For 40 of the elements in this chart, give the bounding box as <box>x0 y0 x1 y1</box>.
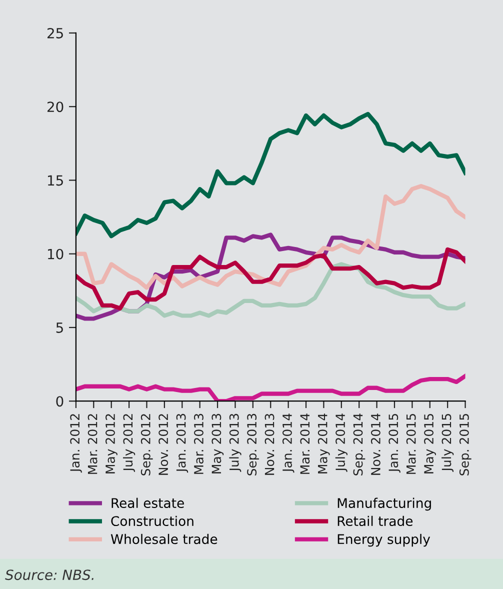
y-tick-label: 10 <box>48 248 64 260</box>
y-tick-label: 15 <box>48 175 63 186</box>
x-tick-label: May 2013 <box>212 414 224 474</box>
x-tick-label: July 2012 <box>122 414 136 472</box>
x-tick-label: Nov. 2014 <box>370 414 380 475</box>
x-tick-label: Mar. 2015 <box>406 414 416 474</box>
x-tick-label: Mar. 2012 <box>88 414 98 474</box>
legend-label: Real estate <box>112 498 184 508</box>
x-tick-label: Sep. 2013 <box>247 414 259 476</box>
x-tick-label: Nov. 2012 <box>158 414 168 475</box>
legend-label: Energy supply <box>338 534 430 547</box>
source-note: Source: NBS. <box>5 570 94 580</box>
y-tick-label: 0 <box>56 396 64 407</box>
x-tick-label: Jan. 2014 <box>282 414 294 473</box>
y-tick-label: 5 <box>56 322 63 333</box>
legend-label: Construction <box>111 516 194 526</box>
line-series <box>76 262 466 318</box>
x-tick-label: May 2014 <box>318 414 330 474</box>
x-tick-label: July 2015 <box>442 414 454 472</box>
line-series <box>76 184 466 290</box>
line-series <box>76 247 466 310</box>
x-tick-label: Mar. 2014 <box>300 414 310 474</box>
x-tick-label: July 2014 <box>335 414 348 472</box>
x-tick-label: May 2015 <box>424 414 436 474</box>
legend-label: Retail trade <box>338 516 413 526</box>
x-tick-label: July 2013 <box>229 414 242 472</box>
legend-label: Wholesale trade <box>110 534 218 544</box>
x-tick-label: Nov. 2013 <box>264 414 274 475</box>
x-tick-label: Jan. 2015 <box>388 414 400 473</box>
line-series <box>76 112 466 238</box>
x-tick-label: May 2012 <box>106 414 118 474</box>
legend-label: Manufacturing <box>338 498 431 511</box>
x-tick-label: Jan. 2012 <box>70 414 82 473</box>
x-tick-label: Sep. 2014 <box>353 414 366 476</box>
y-tick-label: 25 <box>47 28 63 38</box>
x-tick-label: Mar. 2013 <box>194 414 204 474</box>
x-tick-label: Sep. 2012 <box>140 414 153 476</box>
x-tick-label: Jan. 2013 <box>176 414 188 473</box>
y-tick-label: 20 <box>47 102 64 112</box>
x-tick-label: Sep. 2015 <box>459 414 472 476</box>
